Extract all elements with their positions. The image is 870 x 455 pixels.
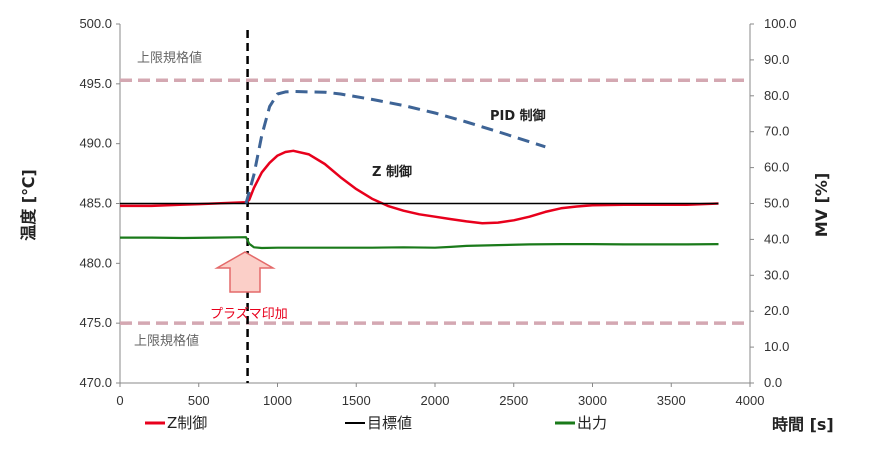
y-left-tick-label: 495.0 bbox=[79, 76, 112, 91]
x-tick-label: 3500 bbox=[657, 393, 686, 408]
y-right-tick-label: 40.0 bbox=[764, 231, 789, 246]
x-tick-label: 4000 bbox=[736, 393, 765, 408]
right-axis-title: MV [%] bbox=[812, 173, 831, 238]
y-right-tick-label: 90.0 bbox=[764, 52, 789, 67]
upper-limit-label: 上限規格値 bbox=[137, 50, 202, 66]
z-control-annotation: Z 制御 bbox=[372, 164, 412, 180]
y-left-tick-label: 470.0 bbox=[79, 375, 112, 390]
y-left-tick-label: 475.0 bbox=[79, 315, 112, 330]
y-right-tick-label: 100.0 bbox=[764, 16, 797, 31]
x-axis-title: 時間 [s] bbox=[772, 415, 834, 434]
x-tick-label: 1500 bbox=[342, 393, 371, 408]
y-left-tick-label: 480.0 bbox=[79, 255, 112, 270]
x-tick-label: 2500 bbox=[499, 393, 528, 408]
x-tick-label: 2000 bbox=[421, 393, 450, 408]
x-tick-label: 500 bbox=[188, 393, 210, 408]
plasma-annotation: プラズマ印加 bbox=[210, 306, 288, 322]
legend-z-label: Z制御 bbox=[167, 414, 207, 432]
z-control-line bbox=[120, 149, 719, 225]
y-right-tick-label: 80.0 bbox=[764, 88, 789, 103]
legend-output-label: 出力 bbox=[577, 414, 607, 432]
plasma-arrow-icon bbox=[214, 251, 276, 293]
y-right-tick-label: 0.0 bbox=[764, 375, 782, 390]
output-line bbox=[120, 236, 719, 250]
y-right-tick-label: 30.0 bbox=[764, 267, 789, 282]
y-left-tick-label: 485.0 bbox=[79, 196, 112, 211]
lower-limit-label: 上限規格値 bbox=[134, 333, 199, 349]
x-tick-label: 3000 bbox=[578, 393, 607, 408]
left-axis-title: 温度 [℃] bbox=[19, 169, 38, 242]
y-left-tick-label: 500.0 bbox=[79, 16, 112, 31]
pid-annotation: PID 制御 bbox=[490, 108, 546, 124]
y-right-tick-label: 10.0 bbox=[764, 339, 789, 354]
legend-target-label: 目標値 bbox=[367, 414, 412, 432]
legend: Z制御 目標値 出力 bbox=[145, 414, 607, 432]
y-right-tick-label: 20.0 bbox=[764, 303, 789, 318]
x-tick-label: 0 bbox=[116, 393, 123, 408]
pid-line bbox=[244, 90, 546, 204]
y-right-tick-label: 50.0 bbox=[764, 196, 789, 211]
y-right-tick-label: 60.0 bbox=[764, 160, 789, 175]
y-right-tick-label: 70.0 bbox=[764, 124, 789, 139]
y-left-tick-label: 490.0 bbox=[79, 136, 112, 151]
x-tick-label: 1000 bbox=[263, 393, 292, 408]
